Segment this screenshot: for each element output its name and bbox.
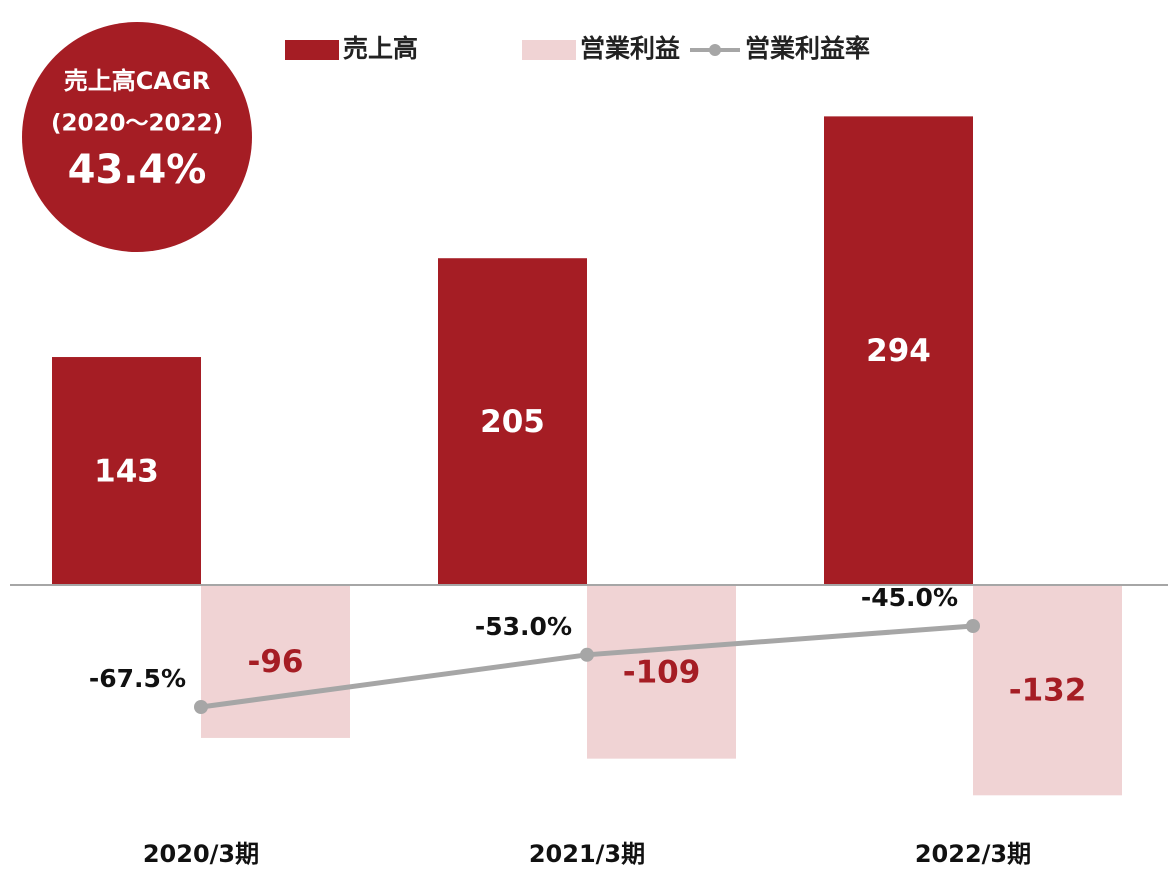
legend-label: 売上高 xyxy=(343,34,418,63)
bar xyxy=(973,584,1122,796)
cagr-badge xyxy=(22,22,252,252)
line-label: -53.0% xyxy=(475,612,572,641)
data-label: -109 xyxy=(623,654,701,690)
line-label: -45.0% xyxy=(861,583,958,612)
legend-swatch xyxy=(522,40,576,60)
x-tick-label: 2021/3期 xyxy=(529,840,645,868)
cagr-value: 43.4% xyxy=(68,147,207,193)
legend-label: 営業利益率 xyxy=(745,34,870,63)
bar xyxy=(52,357,201,585)
data-label: 205 xyxy=(480,404,545,440)
bar xyxy=(587,584,736,759)
line-marker xyxy=(194,700,208,714)
cagr-label: 売上高CAGR xyxy=(64,67,210,95)
data-label: -96 xyxy=(247,644,303,680)
x-tick-label: 2020/3期 xyxy=(143,840,259,868)
line-label: -67.5% xyxy=(89,664,186,693)
legend-swatch xyxy=(285,40,339,60)
line-marker xyxy=(580,647,594,662)
line-marker xyxy=(966,619,980,633)
data-label: 294 xyxy=(866,333,931,369)
bar xyxy=(438,258,587,585)
bar xyxy=(201,584,350,738)
data-label: -132 xyxy=(1009,673,1087,709)
bar xyxy=(824,116,973,585)
cagr-period: (2020～2022) xyxy=(51,111,223,137)
legend-label: 営業利益 xyxy=(580,34,680,63)
x-tick-label: 2022/3期 xyxy=(915,840,1031,868)
data-label: 143 xyxy=(94,453,159,489)
legend-marker xyxy=(709,44,721,56)
